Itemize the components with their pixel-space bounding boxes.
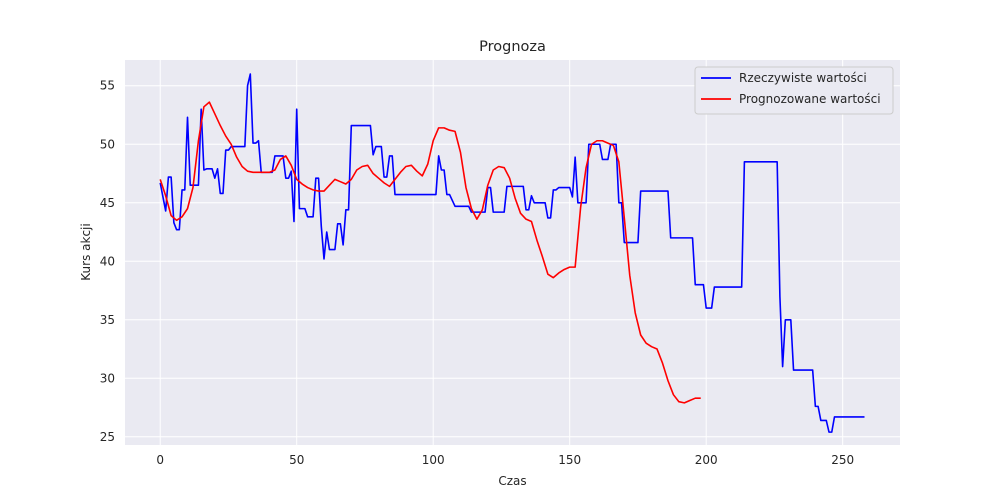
y-tick-label: 35 <box>100 313 115 327</box>
y-tick-label: 30 <box>100 371 115 385</box>
y-tick-label: 50 <box>100 137 115 151</box>
legend-label-forecast: Prognozowane wartości <box>739 92 881 106</box>
legend-label-actual: Rzeczywiste wartości <box>739 71 867 85</box>
legend-box <box>694 66 894 115</box>
forecast-values-line <box>159 101 701 404</box>
actual-values-line <box>159 73 865 433</box>
plot-area <box>125 60 900 445</box>
y-tick-label: 40 <box>100 254 115 268</box>
x-tick-label: 0 <box>156 453 164 467</box>
series-layer <box>159 73 865 433</box>
x-tick-labels: 0 50 100 150 200 250 <box>156 453 854 467</box>
chart-title: Prognoza <box>479 39 546 55</box>
x-tick-label: 200 <box>695 453 718 467</box>
x-tick-label: 100 <box>422 453 445 467</box>
x-axis-label: Czas <box>498 474 526 488</box>
y-tick-label: 25 <box>100 430 115 444</box>
legend: Rzeczywiste wartości Prognozowane wartoś… <box>694 66 894 115</box>
y-tick-label: 45 <box>100 196 115 210</box>
x-tick-label: 150 <box>558 453 581 467</box>
y-axis-label: Kurs akcji <box>79 223 93 280</box>
y-tick-labels: 25 30 35 40 45 50 55 <box>100 79 115 444</box>
x-tick-label: 50 <box>289 453 304 467</box>
y-tick-label: 55 <box>100 79 115 93</box>
x-tick-label: 250 <box>831 453 854 467</box>
